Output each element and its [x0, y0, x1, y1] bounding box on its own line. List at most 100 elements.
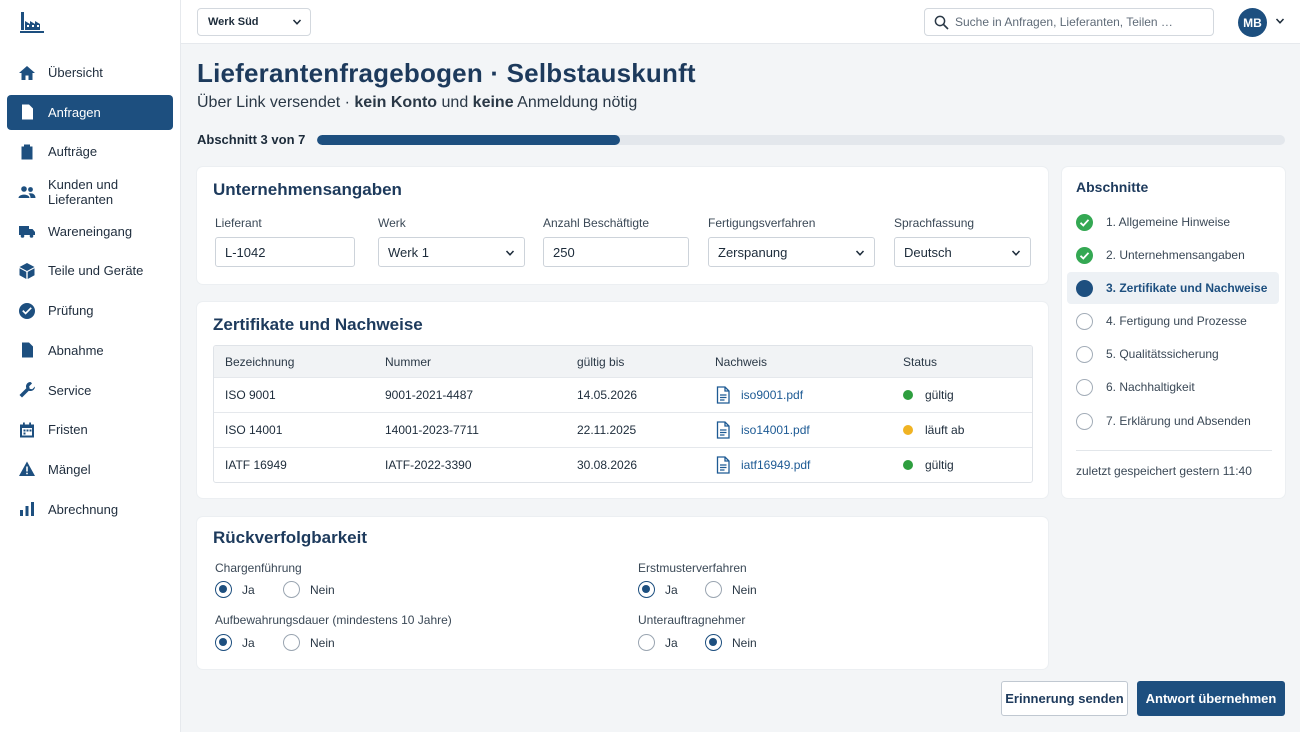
calendar-icon	[18, 421, 36, 439]
batch-tracking-no-radio[interactable]: Nein	[283, 581, 335, 598]
sidebar-item-label: Übersicht	[48, 65, 103, 80]
radio-label: Ja	[665, 635, 678, 650]
section-label: 6. Nachhaltigkeit	[1106, 380, 1195, 394]
status-dot	[903, 425, 913, 435]
cert-number: 9001-2021-4487	[385, 388, 474, 402]
sidebar-item-anfragen[interactable]: Anfragen	[7, 94, 173, 130]
sections-panel: Abschnitte 1. Allgemeine Hinweise 2. Unt…	[1062, 167, 1285, 498]
file-link-label: iatf16949.pdf	[741, 458, 811, 472]
cert-file-link[interactable]: iatf16949.pdf	[704, 456, 892, 474]
section-item[interactable]: 1. Allgemeine Hinweise	[1067, 206, 1279, 238]
subtitle-emphasis: keine	[472, 94, 514, 111]
column-header: Nachweis	[715, 354, 768, 369]
sidebar-item-kunden-lieferanten[interactable]: Kunden und Lieferanten	[7, 174, 173, 209]
cert-valid-until: 22.11.2025	[577, 423, 637, 437]
radio-circle	[705, 581, 722, 598]
check-circle-icon	[1076, 213, 1093, 231]
traceability-card: Rückverfolgbarkeit Chargenführung Ja Nei…	[197, 517, 1048, 669]
process-dropdown[interactable]: Zerspanung	[708, 237, 875, 267]
sidebar-item-label: Service	[48, 382, 92, 398]
radio-circle	[638, 581, 655, 598]
section-item[interactable]: 2. Unternehmensangaben	[1067, 239, 1279, 271]
supplier-field[interactable]: L-1042	[215, 237, 355, 267]
sidebar-item-service[interactable]: Service	[7, 373, 173, 408]
sidebar-item-auftraege[interactable]: Aufträge	[7, 134, 173, 169]
radio-label: Ja	[665, 582, 678, 597]
file-link-label: iso9001.pdf	[741, 388, 804, 402]
cert-number: IATF-2022-3390	[385, 458, 472, 472]
retention-no-radio[interactable]: Nein	[283, 634, 335, 651]
subtitle-text: Anmeldung nötig	[513, 94, 638, 111]
status-label: gültig	[925, 388, 954, 402]
cert-file-link[interactable]: iso14001.pdf	[704, 421, 892, 439]
avatar-initials: MB	[1243, 15, 1262, 30]
factory-logo-icon[interactable]	[19, 10, 45, 34]
subcontractor-no-radio[interactable]: Nein	[705, 634, 757, 651]
cert-number: 14001-2023-7711	[385, 423, 479, 437]
radio-circle	[215, 581, 232, 598]
section-item[interactable]: 6. Nachhaltigkeit	[1067, 371, 1279, 403]
sidebar-item-uebersicht[interactable]: Übersicht	[7, 55, 173, 90]
file-icon	[716, 421, 730, 439]
chevron-down-icon	[505, 250, 515, 256]
sidebar-item-pruefung[interactable]: Prüfung	[7, 293, 173, 328]
sidebar-item-label: Prüfung	[48, 303, 94, 319]
clipboard-icon	[18, 143, 36, 161]
sidebar-item-wareneingang[interactable]: Wareneingang	[7, 214, 173, 249]
table-row: ISO 9001 9001-2021-4487 14.05.2026 iso90…	[214, 377, 1032, 412]
chevron-down-icon[interactable]	[1275, 16, 1285, 26]
radio-circle	[638, 634, 655, 651]
sections-title: Abschnitte	[1076, 179, 1149, 195]
sidebar-item-abrechnung[interactable]: Abrechnung	[7, 492, 173, 527]
section-item[interactable]: 7. Erklärung und Absenden	[1067, 405, 1279, 437]
radio-circle	[705, 634, 722, 651]
cert-status: gültig	[892, 458, 1032, 472]
sidebar-item-maengel[interactable]: Mängel	[7, 452, 173, 487]
section-item[interactable]: 5. Qualitätssicherung	[1067, 338, 1279, 370]
document-icon	[18, 103, 36, 121]
employees-field[interactable]: 250	[543, 237, 689, 267]
empty-circle-icon	[1076, 345, 1093, 363]
sidebar-item-label: Wareneingang	[48, 223, 133, 239]
language-dropdown[interactable]: Deutsch	[894, 237, 1031, 267]
supplier-label: Lieferant	[215, 216, 262, 230]
sidebar-item-label: Kunden und Lieferanten	[48, 176, 119, 207]
first-sample-no-radio[interactable]: Nein	[705, 581, 757, 598]
sidebar-item-teile-geraete[interactable]: Teile und Geräte	[7, 253, 173, 288]
radio-label: Nein	[310, 582, 335, 597]
search-input[interactable]: Suche in Anfragen, Lieferanten, Teilen …	[924, 8, 1214, 36]
company-card: Unternehmensangaben Lieferant L-1042 Wer…	[197, 167, 1048, 284]
table-row: IATF 16949 IATF-2022-3390 30.08.2026 iat…	[214, 447, 1032, 482]
accept-answer-button[interactable]: Antwort übernehmen	[1137, 681, 1285, 716]
section-item[interactable]: 4. Fertigung und Prozesse	[1067, 305, 1279, 337]
send-reminder-button[interactable]: Erinnerung senden	[1001, 681, 1128, 716]
progress-bar	[317, 135, 1285, 145]
column-header: Bezeichnung	[225, 354, 295, 369]
section-item[interactable]: 3. Zertifikate und Nachweise	[1067, 272, 1279, 304]
cert-file-link[interactable]: iso9001.pdf	[704, 386, 892, 404]
sidebar-item-fristen[interactable]: Fristen	[7, 412, 173, 447]
plant-select[interactable]: Werk Süd	[197, 8, 311, 36]
batch-tracking-yes-radio[interactable]: Ja	[215, 581, 255, 598]
cert-name: IATF 16949	[225, 458, 287, 472]
table-row: ISO 14001 14001-2023-7711 22.11.2025 iso…	[214, 412, 1032, 447]
first-sample-yes-radio[interactable]: Ja	[638, 581, 678, 598]
warning-icon	[18, 460, 36, 478]
subcontractor-yes-radio[interactable]: Ja	[638, 634, 678, 651]
chevron-down-icon	[292, 19, 302, 25]
cert-valid-until: 30.08.2026	[577, 458, 638, 472]
radio-circle	[283, 634, 300, 651]
bar-chart-icon	[18, 500, 36, 518]
sidebar-item-abnahme[interactable]: Abnahme	[7, 333, 173, 368]
plant-label: Werk	[378, 216, 406, 230]
empty-circle-icon	[1076, 312, 1093, 330]
avatar[interactable]: MB	[1238, 8, 1267, 37]
plant-dropdown[interactable]: Werk 1	[378, 237, 525, 267]
column-header: Status	[903, 354, 938, 369]
sidebar-item-label: Teile und Geräte	[48, 263, 144, 279]
language-value: Deutsch	[904, 244, 952, 260]
current-step-icon	[1076, 279, 1093, 297]
retention-yes-radio[interactable]: Ja	[215, 634, 255, 651]
radio-circle	[215, 634, 232, 651]
sidebar-item-label: Abrechnung	[48, 501, 119, 517]
